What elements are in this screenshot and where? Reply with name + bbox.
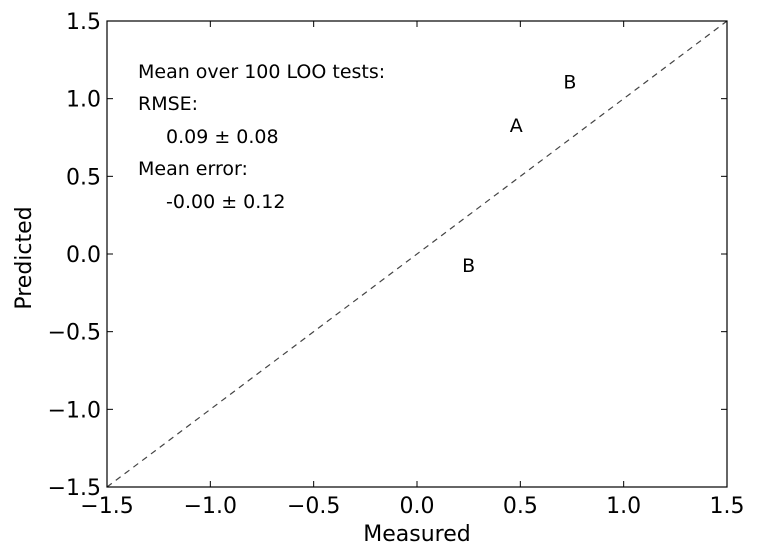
x-tick-label: −1.5	[80, 494, 133, 519]
y-tick-label: −1.5	[48, 476, 101, 501]
x-tick-label: −0.5	[287, 494, 340, 519]
y-tick-label: 0.5	[66, 165, 101, 190]
data-point-label: B	[563, 72, 576, 94]
x-tick-label: 0.5	[503, 494, 538, 519]
x-tick-label: 0.0	[400, 494, 435, 519]
annotation-line: -0.00 ± 0.12	[166, 191, 285, 213]
annotation-line: Mean error:	[138, 158, 248, 180]
plot-frame	[106, 20, 728, 488]
y-axis-title: Predicted	[12, 206, 37, 309]
x-tick-label: 1.5	[710, 494, 745, 519]
identity-line	[106, 20, 728, 488]
y-tick-label: 1.5	[66, 10, 101, 35]
x-tick-label: 1.0	[606, 494, 641, 519]
y-tick-label: 1.0	[66, 88, 101, 113]
annotation-line: RMSE:	[138, 93, 198, 115]
data-point-label: B	[462, 255, 475, 277]
stats-annotation: Mean over 100 LOO tests: RMSE: 0.09 ± 0.…	[138, 61, 385, 213]
x-axis-title: Measured	[363, 522, 470, 547]
x-tick-label: −1.0	[184, 494, 237, 519]
annotation-line: Mean over 100 LOO tests:	[138, 61, 385, 83]
annotation-line: 0.09 ± 0.08	[166, 126, 279, 148]
y-tick-label: 0.0	[66, 243, 101, 268]
y-tick-label: −1.0	[48, 398, 101, 423]
y-tick-label: −0.5	[48, 321, 101, 346]
data-point-label: A	[510, 115, 523, 137]
